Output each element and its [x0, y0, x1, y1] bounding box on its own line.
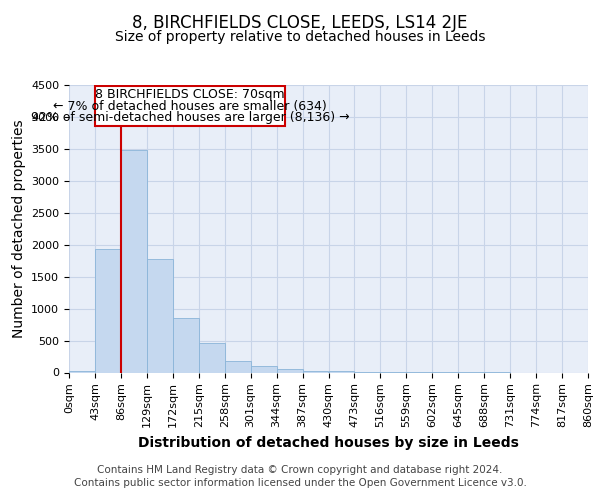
Bar [95, 249, 121, 372]
Bar [173, 318, 199, 372]
Bar [199, 344, 224, 372]
Bar [277, 369, 302, 372]
Bar [147, 260, 173, 372]
Y-axis label: Number of detached properties: Number of detached properties [11, 120, 26, 338]
FancyBboxPatch shape [95, 86, 285, 126]
Bar [224, 361, 251, 372]
X-axis label: Distribution of detached houses by size in Leeds: Distribution of detached houses by size … [138, 436, 519, 450]
Bar [251, 366, 277, 372]
Text: Size of property relative to detached houses in Leeds: Size of property relative to detached ho… [115, 30, 485, 44]
Text: Contains public sector information licensed under the Open Government Licence v3: Contains public sector information licen… [74, 478, 526, 488]
Bar [329, 371, 355, 372]
Text: Contains HM Land Registry data © Crown copyright and database right 2024.: Contains HM Land Registry data © Crown c… [97, 465, 503, 475]
Text: ← 7% of detached houses are smaller (634): ← 7% of detached houses are smaller (634… [53, 100, 327, 112]
Bar [121, 150, 147, 372]
Text: 92% of semi-detached houses are larger (8,136) →: 92% of semi-detached houses are larger (… [31, 110, 349, 124]
Text: 8 BIRCHFIELDS CLOSE: 70sqm: 8 BIRCHFIELDS CLOSE: 70sqm [95, 88, 285, 102]
Bar [302, 370, 329, 372]
Text: 8, BIRCHFIELDS CLOSE, LEEDS, LS14 2JE: 8, BIRCHFIELDS CLOSE, LEEDS, LS14 2JE [133, 14, 467, 32]
Bar [69, 370, 95, 372]
